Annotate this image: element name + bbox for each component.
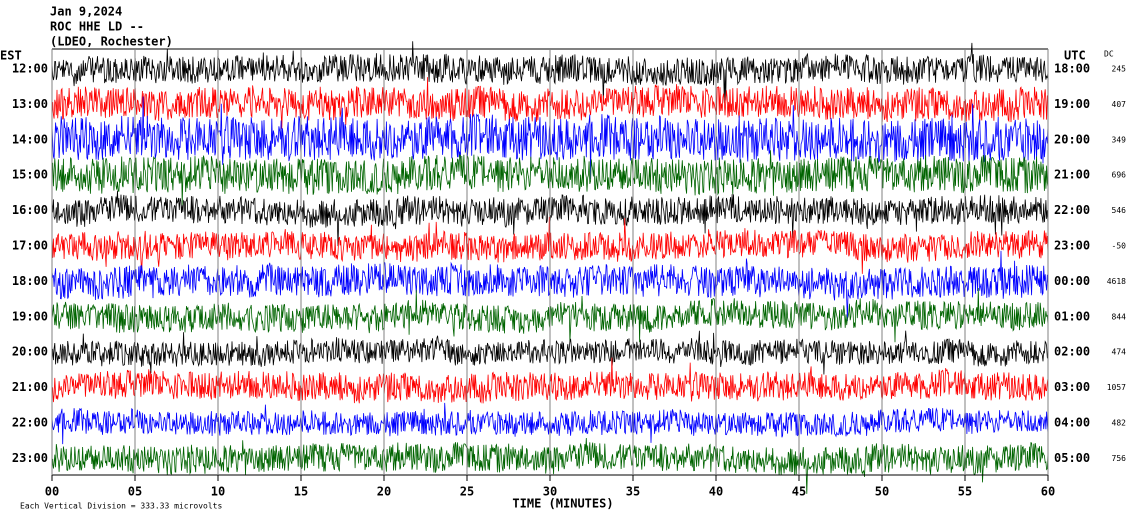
- utc-label: 18:00: [1054, 62, 1090, 76]
- dc-value: 844: [1112, 312, 1127, 321]
- est-label: 22:00: [12, 416, 48, 430]
- utc-label: 01:00: [1054, 309, 1090, 323]
- dc-value: 407: [1112, 100, 1127, 109]
- est-label: 19:00: [12, 309, 48, 323]
- utc-label: 03:00: [1054, 380, 1090, 394]
- dc-value: 696: [1112, 171, 1127, 180]
- x-tick-label: 00: [45, 485, 59, 499]
- utc-label: 02:00: [1054, 345, 1090, 359]
- title-line: ROC HHE LD --: [50, 20, 144, 34]
- utc-label: 19:00: [1054, 97, 1090, 111]
- x-tick-label: 45: [792, 485, 806, 499]
- est-label: 18:00: [12, 274, 48, 288]
- utc-label: 00:00: [1054, 274, 1090, 288]
- x-tick-label: 50: [875, 485, 889, 499]
- est-label: 13:00: [12, 97, 48, 111]
- x-tick-label: 15: [294, 485, 308, 499]
- dc-value: 756: [1112, 454, 1127, 463]
- utc-label: 05:00: [1054, 451, 1090, 465]
- est-label: 23:00: [12, 451, 48, 465]
- footnote: Each Vertical Division = 333.33 microvol…: [20, 502, 222, 511]
- x-tick-label: 60: [1041, 485, 1055, 499]
- right-axis-label: UTC: [1064, 49, 1086, 63]
- x-axis-label: TIME (MINUTES): [512, 497, 613, 511]
- x-tick-label: 25: [460, 485, 474, 499]
- utc-label: 20:00: [1054, 132, 1090, 146]
- x-tick-label: 35: [626, 485, 640, 499]
- est-label: 16:00: [12, 203, 48, 217]
- est-label: 21:00: [12, 380, 48, 394]
- utc-label: 23:00: [1054, 239, 1090, 253]
- utc-label: 21:00: [1054, 168, 1090, 182]
- est-label: 14:00: [12, 132, 48, 146]
- utc-label: 22:00: [1054, 203, 1090, 217]
- x-tick-label: 05: [128, 485, 142, 499]
- dc-label: DC: [1104, 50, 1114, 59]
- dc-value: 245: [1112, 65, 1127, 74]
- dc-value: 4618: [1107, 277, 1126, 286]
- est-label: 12:00: [12, 62, 48, 76]
- dc-value: 546: [1112, 206, 1127, 215]
- dc-value: 349: [1112, 135, 1127, 144]
- x-tick-label: 55: [958, 485, 972, 499]
- dc-value: -50: [1112, 242, 1127, 251]
- est-label: 17:00: [12, 239, 48, 253]
- dc-value: 1057: [1107, 383, 1126, 392]
- x-tick-label: 20: [377, 485, 391, 499]
- utc-label: 04:00: [1054, 416, 1090, 430]
- x-tick-label: 40: [709, 485, 723, 499]
- dc-value: 474: [1112, 348, 1127, 357]
- left-axis-label: EST: [0, 49, 22, 63]
- dc-value: 482: [1112, 419, 1127, 428]
- title-line: (LDEO, Rochester): [50, 35, 173, 49]
- est-label: 20:00: [12, 345, 48, 359]
- est-label: 15:00: [12, 168, 48, 182]
- x-tick-label: 30: [543, 485, 557, 499]
- x-tick-label: 10: [211, 485, 225, 499]
- title-line: Jan 9,2024: [50, 5, 122, 19]
